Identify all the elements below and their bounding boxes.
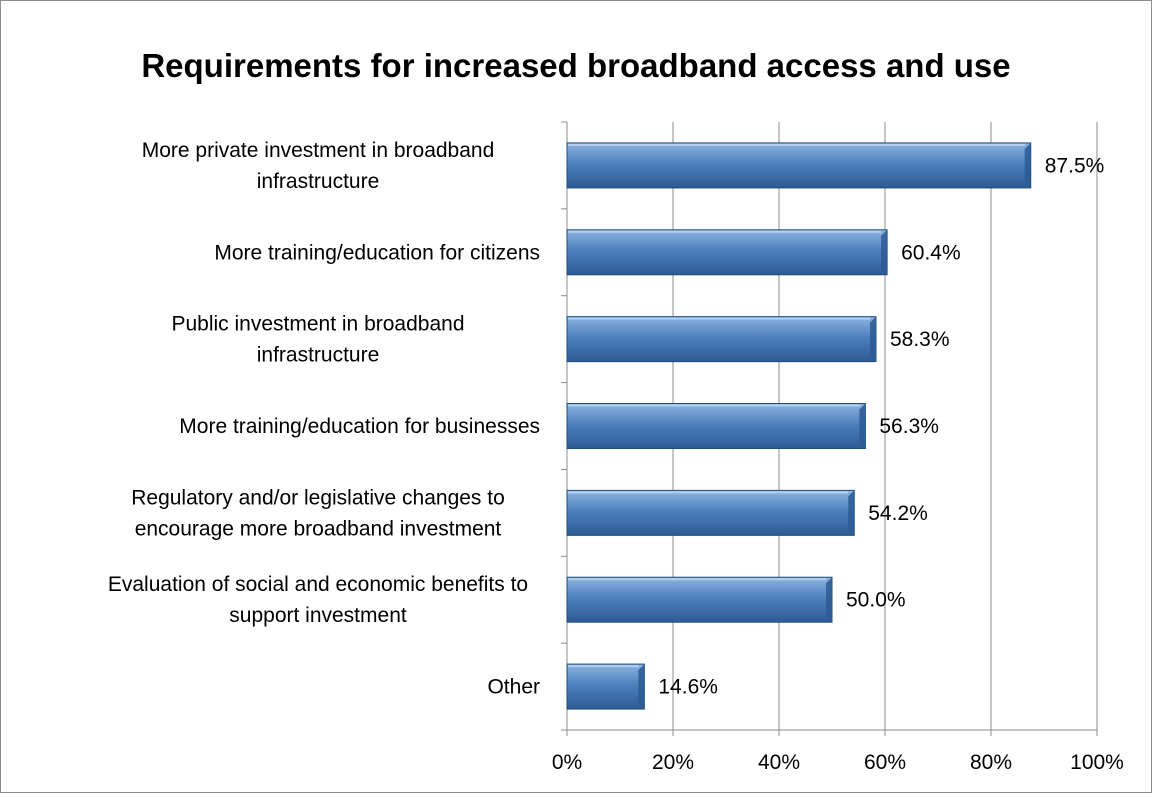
x-tick-label: 60% xyxy=(864,751,906,774)
x-tick-label: 40% xyxy=(758,751,800,774)
data-label: 14.6% xyxy=(658,676,718,699)
bars xyxy=(566,142,1032,710)
x-tick-label: 20% xyxy=(652,751,694,774)
bar-side xyxy=(826,577,832,623)
category-label: infrastructure xyxy=(257,170,380,193)
category-label: Evaluation of social and economic benefi… xyxy=(108,573,528,596)
bar xyxy=(566,576,833,623)
category-label: Public investment in broadband xyxy=(171,313,464,336)
bar xyxy=(566,316,877,363)
data-label: 60.4% xyxy=(901,241,961,264)
bar xyxy=(566,489,855,536)
data-label: 54.2% xyxy=(868,502,928,525)
x-tick-label: 0% xyxy=(552,751,582,774)
bar xyxy=(566,142,1032,189)
bar-side xyxy=(638,664,645,710)
category-label: encourage more broadband investment xyxy=(135,517,502,540)
category-label: More private investment in broadband xyxy=(142,139,495,162)
bar-side xyxy=(859,403,866,449)
bar-side xyxy=(869,316,876,362)
category-label: support investment xyxy=(229,604,407,627)
category-label: More training/education for businesses xyxy=(179,415,540,438)
data-label: 87.5% xyxy=(1045,154,1105,177)
x-tick-label: 100% xyxy=(1070,751,1124,774)
labels: 0% 20% 40% 60% 80% 100% 87.5% More private inve… xyxy=(108,139,1124,774)
data-label: 50.0% xyxy=(846,589,906,612)
chart-title: Requirements for increased broadband acc… xyxy=(141,47,1011,84)
bar xyxy=(566,403,866,449)
bar-side xyxy=(848,490,855,536)
category-label: Regulatory and/or legislative changes to xyxy=(131,486,505,509)
bar-side xyxy=(1024,142,1031,188)
category-label: infrastructure xyxy=(257,344,380,367)
bar xyxy=(566,663,645,710)
data-label: 58.3% xyxy=(890,328,950,351)
bar xyxy=(566,229,888,276)
category-label: More training/education for citizens xyxy=(214,241,540,264)
x-tick-label: 80% xyxy=(970,751,1012,774)
bar-side xyxy=(881,229,888,275)
data-label: 56.3% xyxy=(879,415,939,438)
category-label: Other xyxy=(487,676,540,699)
